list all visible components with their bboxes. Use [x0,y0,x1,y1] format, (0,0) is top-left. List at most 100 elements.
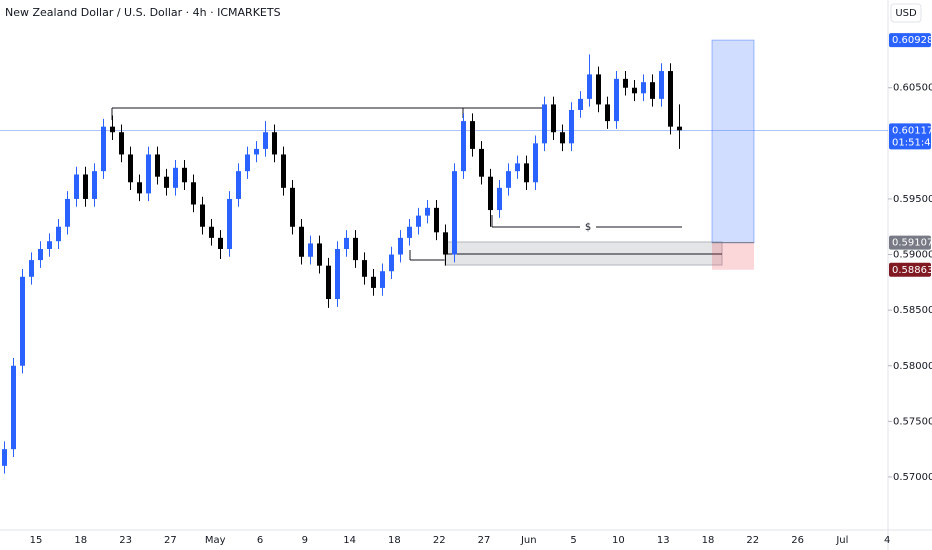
candle-body [560,132,565,144]
candle-body [308,243,313,257]
y-tick-label: 0.59000 [893,250,932,261]
candle-body [128,154,133,183]
x-tick-label: 26 [791,535,804,546]
candle-body [659,71,664,99]
candle-body [497,187,502,211]
candle-body [191,182,196,205]
candle-body [596,74,601,105]
target-label: 0.60928 [892,35,932,46]
candle-body [506,171,511,188]
candle-body [533,143,538,183]
candle-body [137,182,142,194]
currency[interactable]: USD [895,8,917,19]
x-tick-label: 4 [884,535,890,546]
candle-body [479,148,484,177]
candle-body [272,132,277,155]
candle-body [542,104,547,144]
candle-body [245,154,250,172]
candle-body [281,154,286,188]
candle-body [326,265,331,300]
candle-body [551,104,556,133]
x-tick-label: 23 [119,535,132,546]
x-tick-label: 14 [343,535,356,546]
candle-body [227,198,232,249]
current-price-label: 0.60117 [892,125,932,136]
candle-body [425,207,430,216]
x-tick-label: 10 [612,535,625,546]
candle-body [407,226,412,238]
drawings [111,107,723,266]
candle-body [452,171,457,255]
candle-body [11,365,16,450]
candle-body [677,126,682,131]
candle-body [110,126,115,133]
candle-body [515,163,520,172]
candle-body [524,163,529,183]
candle-body [56,226,61,242]
target-label-bg [889,33,931,48]
x-tick-label: Jul [835,535,848,546]
candle-body [317,243,322,266]
current-price-label-bg [889,123,931,150]
x-tick-label: May [205,535,226,546]
y-tick-label: 0.60500 [893,83,932,94]
stop-label-bg [889,262,931,277]
candle-body [353,237,358,261]
candle-body [650,82,655,99]
candle-body [29,260,34,277]
y-tick-label: 0.59500 [893,194,932,205]
candle-body [38,248,43,261]
candle-body [443,232,448,255]
candle-body [578,98,583,110]
candle-body [614,78,619,122]
x-tick-label: 5 [570,535,576,546]
x-tick-label: 27 [164,535,177,546]
candle-body [398,237,403,255]
candle-body [461,121,466,172]
candle-body [101,126,106,172]
candle-body [200,204,205,227]
candle-body [218,237,223,249]
candle-body [209,226,214,238]
candle-body [155,154,160,177]
candle-body [65,198,70,227]
candle-body [92,171,97,199]
candle-body [416,215,421,227]
candle-body [20,276,25,366]
x-tick-label: 22 [433,535,446,546]
candle-body [47,241,52,249]
x-tick-label: 18 [702,535,715,546]
candle-body [623,78,628,88]
candle-body [389,254,394,272]
candle-body [83,174,88,199]
profit-zone [711,39,755,244]
candle-body [236,171,241,199]
candle-body [164,176,169,188]
candle-body [2,449,7,466]
candle-body [380,271,385,288]
annotation: $ [585,222,591,233]
candle-body [371,276,376,288]
candle-body [173,167,178,188]
currency-box[interactable] [890,3,922,23]
candle-body [470,121,475,149]
entry-label-bg [889,235,931,250]
x-tick-label: 13 [657,535,670,546]
candle-body [290,187,295,227]
loss-zone [712,242,754,270]
x-tick-label: 27 [478,535,491,546]
candle-body [299,226,304,257]
x-tick-label: 18 [388,535,401,546]
x-tick-label: 6 [257,535,263,546]
candle-body [605,104,610,122]
candle-body [641,82,646,94]
candle-body [263,132,268,149]
y-tick-label: 0.57000 [893,472,932,483]
y-tick-label: 0.57500 [893,416,932,427]
countdown: 01:51:41 [892,137,932,148]
candle-body [362,260,367,277]
candle-body [434,207,439,233]
y-tick-label: 0.58500 [893,305,932,316]
x-tick-label: 9 [302,535,308,546]
